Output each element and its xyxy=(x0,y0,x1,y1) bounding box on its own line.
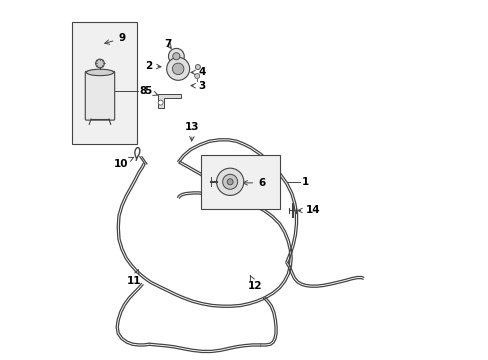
Text: 5: 5 xyxy=(144,86,158,96)
Text: 3: 3 xyxy=(191,81,205,91)
Circle shape xyxy=(194,73,199,78)
Circle shape xyxy=(158,100,163,105)
Polygon shape xyxy=(169,58,187,72)
Text: 1: 1 xyxy=(301,177,308,187)
Circle shape xyxy=(96,59,104,68)
Text: 6: 6 xyxy=(243,178,265,188)
Text: 10: 10 xyxy=(113,157,133,169)
Text: 12: 12 xyxy=(247,276,262,291)
Circle shape xyxy=(216,168,244,195)
Text: 7: 7 xyxy=(164,40,172,49)
Circle shape xyxy=(222,174,237,189)
Text: 4: 4 xyxy=(191,67,205,77)
Circle shape xyxy=(195,64,200,69)
Bar xyxy=(72,22,137,144)
Polygon shape xyxy=(158,94,181,108)
Text: 13: 13 xyxy=(185,122,199,141)
Text: 11: 11 xyxy=(126,270,141,286)
Circle shape xyxy=(227,179,233,185)
Circle shape xyxy=(166,57,189,80)
Ellipse shape xyxy=(86,69,113,76)
Text: 9: 9 xyxy=(104,33,125,44)
FancyBboxPatch shape xyxy=(85,71,115,120)
Circle shape xyxy=(168,48,184,64)
Text: 8: 8 xyxy=(140,86,147,96)
Circle shape xyxy=(172,63,183,75)
Text: 14: 14 xyxy=(297,206,320,216)
Bar xyxy=(201,155,280,209)
Text: 2: 2 xyxy=(145,61,161,71)
Circle shape xyxy=(172,53,180,60)
